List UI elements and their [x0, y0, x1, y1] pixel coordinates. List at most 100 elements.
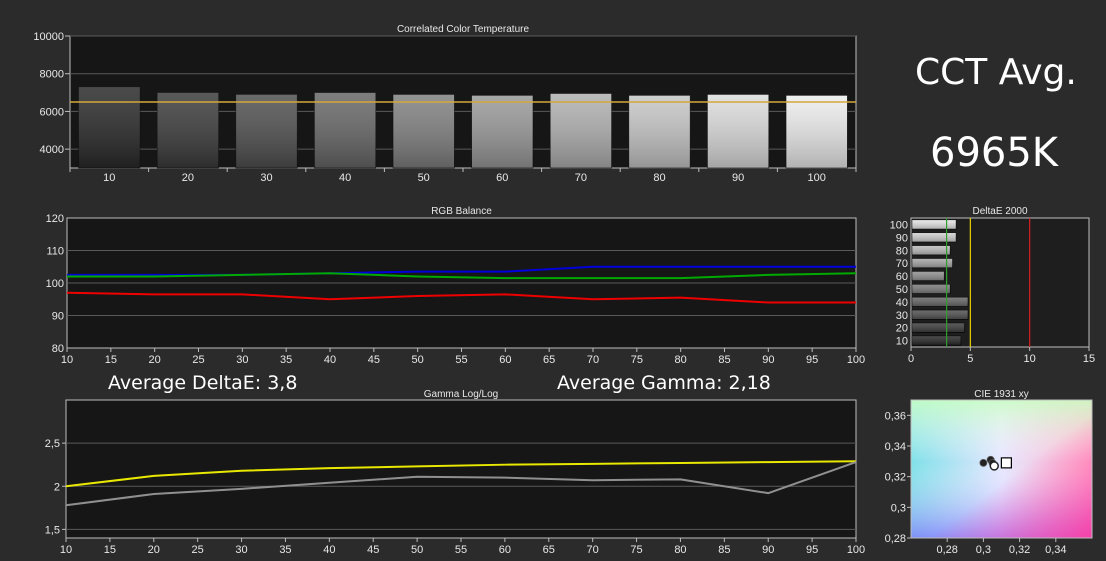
- deltae-ytick-label: 20: [896, 323, 908, 335]
- cct-xtick-label: 50: [418, 172, 430, 184]
- deltae-xtick-label: 15: [1083, 353, 1095, 365]
- gamma-series-line: [65, 460, 857, 488]
- gamma-xtick-label: 80: [674, 544, 686, 556]
- deltae-xtick-label: 5: [967, 353, 973, 365]
- rgb-ytick-label: 90: [52, 311, 64, 323]
- gamma-xtick-label: 55: [455, 544, 467, 556]
- deltae-ytick-label: 40: [896, 297, 908, 309]
- cie-measured-point: [989, 461, 1000, 471]
- cie-xtick-label: 0,3: [976, 544, 991, 556]
- deltae-ytick-label: 70: [896, 258, 908, 270]
- gamma-xtick-label: 45: [367, 544, 379, 556]
- gamma-xtick-label: 30: [235, 544, 247, 556]
- cct-bar-shade: [550, 93, 612, 168]
- cct-bar-shade: [393, 94, 455, 168]
- cct-xtick-label: 20: [182, 172, 194, 184]
- cie-gamut-tint: [911, 400, 1092, 538]
- gamma-xtick-label: 40: [323, 544, 335, 556]
- cie-measured-point: [979, 458, 988, 467]
- cie-target-square: [1000, 457, 1012, 469]
- cie-xtick-label: 0,28: [936, 544, 957, 556]
- cct-ytick-label: 10000: [33, 31, 64, 43]
- gamma-xtick-label: 65: [543, 544, 555, 556]
- deltae-ytick-label: 80: [896, 245, 908, 257]
- deltae-bar-shade: [912, 271, 945, 281]
- cct-bar-shade: [707, 94, 769, 168]
- cct-xtick-label: 90: [732, 172, 744, 184]
- cct-bar-shade: [628, 95, 691, 168]
- deltae-bar-shade: [912, 284, 951, 294]
- deltae-xtick-label: 0: [908, 353, 914, 365]
- rgb-xtick-label: 80: [675, 354, 687, 366]
- gamma-xtick-label: 15: [104, 544, 116, 556]
- cct-xtick-label: 70: [575, 172, 587, 184]
- rgb-xtick-label: 65: [543, 354, 555, 366]
- deltae-bar-shade: [912, 297, 968, 307]
- cct-xtick-label: 60: [496, 172, 508, 184]
- cie-plot-frame: [910, 399, 1093, 539]
- deltae-bar-shade: [912, 335, 961, 346]
- deltae-ytick-label: 90: [896, 232, 908, 244]
- rgb-series-line: [66, 291, 856, 304]
- cct-bar-shade: [157, 92, 219, 168]
- cie-ytick-label: 0,3: [891, 502, 906, 514]
- deltae-bar-shade: [912, 310, 968, 320]
- gamma-xtick-label: 20: [148, 544, 160, 556]
- gamma-xtick-label: 85: [718, 544, 730, 556]
- rgb-series-line: [67, 272, 857, 280]
- cct-avg-label: CCT Avg.: [915, 52, 1077, 93]
- rgb-xtick-label: 60: [499, 354, 511, 366]
- deltae-bar-shade: [912, 232, 957, 242]
- deltae-ytick-label: 100: [890, 219, 908, 231]
- rgb-xtick-label: 30: [236, 354, 248, 366]
- rgb-xtick-label: 35: [280, 354, 292, 366]
- cct-bar-shade: [235, 94, 298, 168]
- cct-bar-shade: [786, 95, 848, 168]
- rgb-xtick-label: 75: [631, 354, 643, 366]
- average-deltae: Average DeltaE: 3,8: [108, 372, 298, 394]
- cct-bar-shade: [314, 92, 376, 168]
- cct-xtick-label: 30: [260, 172, 272, 184]
- deltae-ytick-label: 50: [896, 284, 908, 296]
- cct-bar-shade: [471, 95, 533, 168]
- rgb-xtick-label: 40: [324, 354, 336, 366]
- rgb-ytick-label: 80: [52, 343, 64, 355]
- gamma-xtick-label: 10: [60, 544, 72, 556]
- rgb-xtick-label: 55: [455, 354, 467, 366]
- rgb-ytick-label: 120: [46, 213, 64, 225]
- cct-xtick-label: 100: [808, 172, 826, 184]
- deltae-chart-title: DeltaE 2000: [972, 206, 1027, 217]
- gamma-xtick-label: 90: [762, 544, 774, 556]
- rgb-xtick-label: 25: [192, 354, 204, 366]
- cie-xtick-label: 0,32: [1009, 544, 1030, 556]
- cct-xtick-label: 10: [103, 172, 115, 184]
- gamma-xtick-label: 95: [806, 544, 818, 556]
- gamma-xtick-label: 75: [630, 544, 642, 556]
- rgb-ytick-label: 100: [46, 278, 64, 290]
- rgb-xtick-label: 45: [368, 354, 380, 366]
- deltae-ytick-label: 10: [896, 336, 908, 348]
- gamma-ytick-label: 1,5: [45, 524, 60, 536]
- cct-avg-value: 6965K: [930, 130, 1059, 176]
- gamma-chart-title: Gamma Log/Log: [424, 389, 499, 400]
- rgb-xtick-label: 90: [762, 354, 774, 366]
- gamma-xtick-label: 100: [847, 544, 865, 556]
- gamma-xtick-label: 50: [411, 544, 423, 556]
- deltae-xtick-label: 10: [1024, 353, 1036, 365]
- deltae-ytick-label: 30: [896, 310, 908, 322]
- rgb-xtick-label: 20: [149, 354, 161, 366]
- average-gamma: Average Gamma: 2,18: [557, 372, 771, 394]
- gamma-plot-area: [65, 399, 857, 539]
- rgb-chart-title: RGB Balance: [431, 206, 492, 217]
- cct-chart-title: Correlated Color Temperature: [397, 24, 530, 35]
- deltae-bar-shade: [912, 258, 953, 268]
- rgb-xtick-label: 10: [61, 354, 73, 366]
- rgb-ytick-label: 110: [46, 246, 64, 258]
- gamma-series-line: [65, 461, 857, 507]
- cie-xtick-label: 0,34: [1045, 544, 1066, 556]
- rgb-xtick-label: 95: [806, 354, 818, 366]
- gamma-ytick-label: 2: [54, 481, 60, 493]
- deltae-ytick-label: 60: [896, 271, 908, 283]
- deltae-bar-shade: [912, 245, 951, 255]
